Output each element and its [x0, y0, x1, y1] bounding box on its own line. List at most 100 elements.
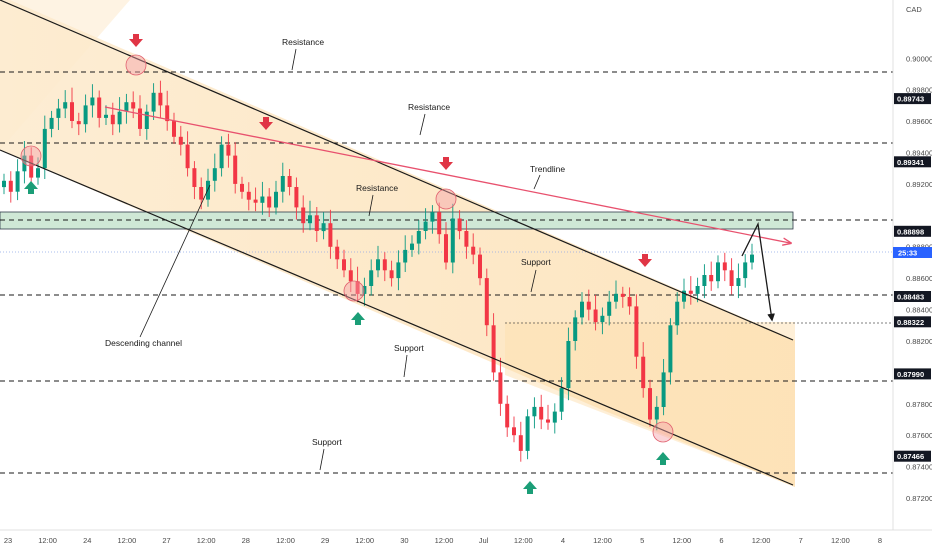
candle: [484, 268, 489, 337]
candle: [566, 327, 571, 401]
projection-path: [741, 221, 775, 322]
candle: [450, 203, 455, 274]
x-tick-label: 12:00: [831, 536, 850, 545]
candle: [688, 276, 693, 305]
candle: [702, 264, 707, 299]
y-tick-label: 0.89600: [906, 117, 932, 126]
candle: [355, 266, 360, 303]
candle: [362, 277, 367, 306]
candle: [376, 245, 380, 278]
x-tick-label: 12:00: [593, 536, 612, 545]
candle: [165, 90, 170, 131]
candles: [2, 80, 754, 462]
x-tick-label: 12:00: [672, 536, 691, 545]
annotation-leaders: [139, 48, 541, 471]
y-ticks: 0.900000.898000.896000.894000.892000.888…: [906, 54, 932, 503]
pivot-circle: [435, 188, 457, 210]
up-arrow-icon: [523, 481, 537, 494]
candle: [525, 409, 530, 460]
candle: [396, 250, 401, 291]
x-tick-label: 12:00: [435, 536, 454, 545]
sell-arrows: [129, 34, 652, 267]
candle: [328, 209, 333, 259]
candle: [750, 243, 754, 270]
y-tick-label: 0.87800: [906, 400, 932, 409]
x-tick-label: 12:00: [514, 536, 533, 545]
annotation-label: Support: [312, 437, 342, 447]
candle: [532, 397, 537, 429]
candle: [586, 289, 591, 321]
candle: [416, 220, 421, 255]
x-tick-label: 23: [4, 536, 12, 545]
price-label-bg: [893, 247, 932, 258]
candle: [695, 277, 700, 303]
candle: [219, 136, 224, 177]
x-tick-label: 7: [799, 536, 803, 545]
x-tick-label: 12:00: [752, 536, 771, 545]
annotation-label: Trendline: [530, 164, 565, 174]
candle: [36, 157, 40, 185]
candle: [253, 187, 258, 212]
up-arrow-icon: [351, 312, 365, 325]
candle: [539, 394, 544, 430]
annotation-label: Support: [394, 343, 424, 353]
x-tick-label: 12:00: [197, 536, 216, 545]
candle: [369, 259, 374, 296]
level-label-bg: [894, 316, 931, 328]
x-tick-label: 12:00: [355, 536, 374, 545]
candle: [8, 171, 13, 203]
candle: [240, 176, 244, 199]
candle: [559, 377, 564, 420]
x-tick-label: 4: [561, 536, 565, 545]
down-arrow-icon: [638, 254, 652, 267]
up-arrow-icon: [24, 181, 38, 194]
candle: [335, 239, 340, 269]
level-lines: [0, 71, 893, 474]
x-tick-label: Jul: [479, 536, 489, 545]
candle: [15, 159, 20, 201]
candle: [301, 195, 306, 233]
candle: [444, 222, 448, 270]
candle: [90, 84, 95, 118]
down-arrow-icon: [259, 117, 273, 130]
candle: [124, 93, 129, 124]
candle: [668, 318, 673, 385]
candle: [627, 287, 632, 315]
level-labels: 0.89743 0.89341 0.88898 0.88483 0.88322 0.879…: [894, 93, 931, 462]
candle: [389, 260, 394, 287]
candle: [722, 252, 727, 282]
candle: [158, 80, 163, 118]
y-tick-label: 0.88200: [906, 337, 932, 346]
x-tick-label: 12:00: [276, 536, 295, 545]
annotation-label: Resistance: [408, 102, 450, 112]
candle: [709, 261, 714, 291]
candle: [716, 255, 720, 289]
candle: [661, 359, 666, 416]
candle: [423, 208, 428, 240]
candle: [620, 286, 625, 308]
x-tick-label: 28: [242, 536, 250, 545]
level-label: 0.87466: [897, 452, 924, 461]
candle: [634, 294, 639, 369]
candle: [382, 252, 387, 282]
candle: [117, 97, 122, 133]
y-tick-label: 0.89800: [906, 86, 932, 95]
candle: [104, 105, 108, 125]
trendline: [104, 106, 790, 243]
annotation-label: Resistance: [356, 183, 398, 193]
candle: [2, 173, 6, 195]
level-label-bg: [894, 368, 931, 380]
price-label: 25:33: [898, 249, 917, 258]
x-tick-label: 12:00: [38, 536, 57, 545]
candle: [430, 205, 435, 234]
candle: [342, 249, 346, 278]
candle: [471, 233, 476, 265]
x-tick-label: 6: [719, 536, 723, 545]
level-label: 0.88483: [897, 293, 924, 302]
down-arrow-icon: [439, 157, 453, 170]
candle: [178, 125, 183, 156]
y-tick-label: 0.88600: [906, 274, 932, 283]
candle: [192, 161, 197, 200]
annotation-label: Resistance: [282, 37, 324, 47]
